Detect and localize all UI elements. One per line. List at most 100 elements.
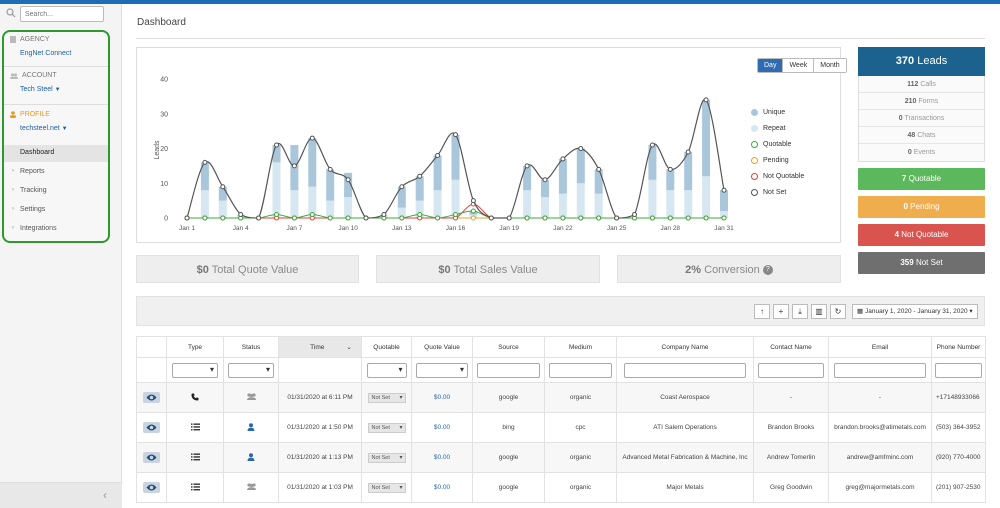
table-row[interactable]: 01/31/2020 at 1:03 PM Not Set $0.00googleo… (136, 472, 986, 503)
table-row[interactable]: 01/31/2020 at 1:50 PM Not Set $0.00bingcpc… (136, 412, 986, 443)
sidebar-item-tracking[interactable]: › Tracking (4, 183, 108, 200)
building-icon (10, 36, 16, 43)
upload-button[interactable]: ↑ (754, 304, 770, 319)
arrow-up-icon: ↑ (760, 307, 764, 316)
column-header-company[interactable]: Company Name (616, 336, 754, 358)
phone-cell: (201) 907-2530 (931, 472, 986, 503)
column-header-quotable[interactable]: Quotable (361, 336, 412, 358)
day-button[interactable]: Day (758, 59, 784, 72)
download-button[interactable]: ⤓ (792, 304, 808, 319)
account-selector[interactable]: Tech Steel ▼ (20, 86, 61, 93)
help-icon[interactable]: ? (762, 265, 773, 276)
column-header-quote-value[interactable]: Quote Value (411, 336, 473, 358)
card-value: $0 (438, 264, 451, 276)
week-button[interactable]: Week (783, 59, 815, 72)
legend-item-unique[interactable]: Unique (751, 104, 804, 120)
quotable-cell: Not Set (361, 442, 412, 473)
bar-unique (308, 138, 317, 187)
pending-box[interactable]: 0 Pending (858, 196, 985, 218)
bar-repeat (702, 176, 711, 218)
bar-repeat (200, 190, 209, 218)
quotable-filter-select[interactable] (366, 362, 407, 378)
type-cell (166, 382, 224, 413)
sidebar-collapse-button[interactable]: ‹ (0, 482, 122, 508)
quotable-box[interactable]: 7 Quotable (858, 168, 985, 190)
legend-item-not-quotable[interactable]: Not Quotable (751, 168, 804, 184)
table-row[interactable]: 01/31/2020 at 1:13 PM Not Set $0.00googleo… (136, 442, 986, 473)
box-label: Not Quotable (901, 230, 949, 239)
sidebar-item-label: Dashboard (20, 149, 55, 156)
quote-value-filter-select[interactable] (416, 362, 468, 378)
not-quotable-box[interactable]: 4 Not Quotable (858, 224, 985, 246)
quote-value-cell[interactable]: $0.00 (411, 382, 473, 413)
filter-cell (828, 357, 932, 383)
phone-filter-input[interactable] (934, 362, 983, 378)
date-range-picker[interactable]: ▦ January 1, 2020 - January 31, 2020 ▾ (852, 304, 978, 319)
email-cell: - (828, 382, 932, 413)
not-set-box[interactable]: 359 Not Set (858, 252, 985, 274)
leads-summary: 370 Leads 112 Calls 210 Forms 0 Transact… (858, 47, 985, 274)
data-point (470, 198, 476, 204)
contact-filter-input[interactable] (757, 362, 825, 378)
quote-value-cell[interactable]: $0.00 (411, 442, 473, 473)
medium-cell: cpc (544, 412, 617, 443)
column-header-phone[interactable]: Phone Number (931, 336, 986, 358)
bar-unique (558, 158, 567, 194)
data-point (578, 215, 584, 221)
user-icon (247, 422, 255, 433)
email-filter-input[interactable] (834, 362, 926, 378)
quote-value-cell[interactable]: $0.00 (411, 412, 473, 443)
view-lead-button[interactable] (143, 482, 160, 493)
legend-item-pending[interactable]: Pending (751, 152, 804, 168)
quotable-select[interactable]: Not Set (367, 422, 406, 433)
legend-item-quotable[interactable]: Quotable (751, 136, 804, 152)
view-lead-button[interactable] (143, 452, 160, 463)
column-header-source[interactable]: Source (472, 336, 545, 358)
bar-repeat (415, 200, 424, 218)
column-header-time[interactable]: Time ⌄ (278, 336, 362, 358)
sidebar-item-integrations[interactable]: › Integrations (4, 221, 108, 238)
month-button[interactable]: Month (814, 59, 846, 72)
bar-repeat (451, 179, 460, 218)
legend-item-not-set[interactable]: Not Set (751, 184, 804, 200)
bar-unique (433, 155, 442, 191)
view-lead-button[interactable] (143, 422, 160, 433)
profile-selector[interactable]: techsteel.net ▼ (20, 125, 68, 132)
x-tick-label: Jan 25 (607, 225, 627, 232)
company-cell: Coast Aerospace (616, 382, 754, 413)
type-cell (166, 412, 224, 443)
view-lead-button[interactable] (143, 392, 160, 403)
column-header-type[interactable]: Type (166, 336, 224, 358)
data-point (399, 184, 405, 190)
total-quote-value-card: $0 Total Quote Value (136, 255, 359, 283)
filter-cell (472, 357, 545, 383)
source-filter-input[interactable] (476, 362, 541, 378)
quotable-select[interactable]: Not Set (367, 392, 406, 403)
quote-value-cell[interactable]: $0.00 (411, 472, 473, 503)
column-header-status[interactable]: Status (223, 336, 279, 358)
add-button[interactable]: + (773, 304, 789, 319)
agency-selector[interactable]: EngNet Connect (20, 50, 72, 57)
column-header-contact[interactable]: Contact Name (753, 336, 829, 358)
table-row[interactable]: 01/31/2020 at 6:11 PM Not Set $0.00googleo… (136, 382, 986, 413)
refresh-button[interactable]: ↻ (830, 304, 846, 319)
column-header-medium[interactable]: Medium (544, 336, 617, 358)
sidebar-item-reports[interactable]: › Reports (4, 164, 108, 181)
quotable-select[interactable]: Not Set (367, 452, 406, 463)
legend-item-repeat[interactable]: Repeat (751, 120, 804, 136)
stat-value: 48 (907, 132, 916, 139)
column-header-email[interactable]: Email (828, 336, 932, 358)
sidebar-item-settings[interactable]: › Settings (4, 202, 108, 219)
columns-button[interactable]: ▥ (811, 304, 827, 319)
card-label: Total Quote Value (211, 264, 299, 276)
sidebar-item-dashboard[interactable]: Dashboard (4, 145, 108, 162)
filter-row (136, 357, 986, 383)
type-filter-select[interactable] (172, 362, 218, 378)
data-point (470, 215, 476, 221)
status-filter-select[interactable] (228, 362, 274, 378)
context-selector-highlight: AGENCY EngNet Connect ACCOUNT Tech Steel… (2, 30, 110, 243)
quotable-select[interactable]: Not Set (367, 482, 406, 493)
company-filter-input[interactable] (623, 362, 747, 378)
search-input[interactable] (20, 6, 104, 22)
medium-filter-input[interactable] (548, 362, 613, 378)
